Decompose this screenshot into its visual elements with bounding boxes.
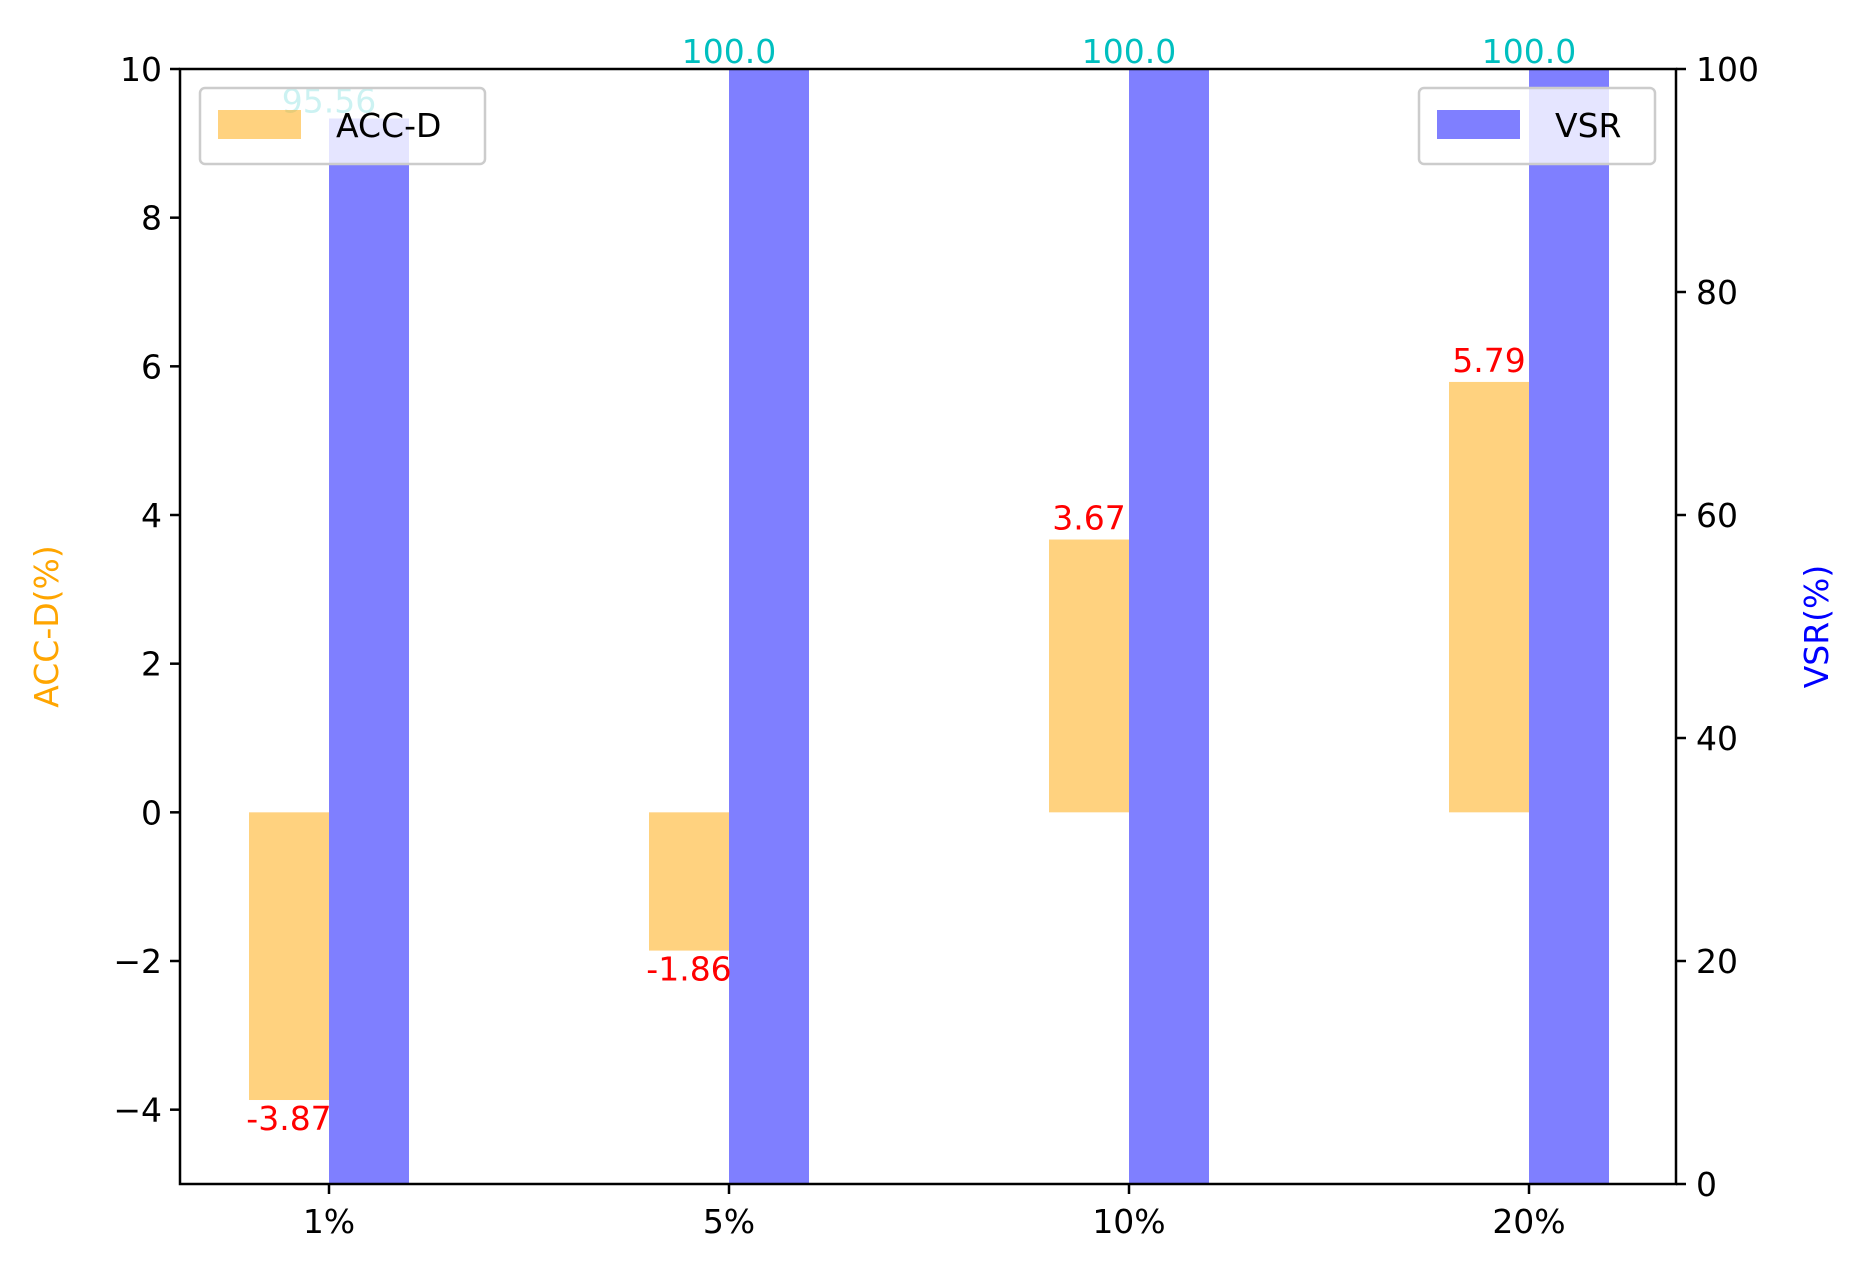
x-axis-ticks: 1% 5% 10% 20% [303,1184,1566,1241]
legend-vsr-frame [1417,86,1657,166]
right-tick-label: 60 [1696,496,1738,535]
left-tick-label: 0 [141,793,162,832]
vsr-data-label: 100.0 [682,32,776,71]
right-tick-label: 20 [1696,942,1738,981]
acc-d-bar [249,812,329,1101]
right-axis-title: VSR(%) [1797,565,1836,689]
acc-d-data-label: 3.67 [1052,499,1125,538]
left-axis-ticks: −4 −2 0 2 4 6 8 10 [113,50,180,1130]
left-tick-label: −4 [113,1091,162,1130]
acc-d-bar [1449,381,1529,813]
vsr-bars [329,69,1609,1185]
plot-frame [178,67,1678,1186]
left-tick-label: 10 [120,50,162,89]
right-tick-label: 0 [1696,1165,1717,1204]
legend-vsr: VSR [1417,86,1657,166]
legend-acc-d-swatch [218,110,301,139]
legend-vsr-label: VSR [1555,106,1621,145]
left-tick-label: 8 [141,199,162,238]
right-axis-ticks: 0 20 40 60 80 100 [1676,50,1759,1204]
x-tick-label: 1% [303,1202,355,1241]
acc-d-bars [249,381,1529,1101]
acc-d-data-label: -3.87 [246,1099,331,1138]
legend-acc-d-label: ACC-D [336,106,441,145]
legend-acc-d-frame [198,86,487,166]
vsr-bar [329,118,409,1185]
left-tick-label: 6 [141,347,162,386]
x-tick-label: 20% [1492,1202,1565,1241]
right-tick-label: 80 [1696,273,1738,312]
acc-d-data-label: 5.79 [1452,341,1525,380]
legend-vsr-swatch [1437,110,1520,139]
vsr-data-label: 100.0 [1082,32,1176,71]
left-tick-label: 4 [141,496,162,535]
vsr-data-label: 100.0 [1482,32,1576,71]
left-tick-label: −2 [113,942,162,981]
vsr-bar [1129,69,1209,1184]
x-tick-label: 5% [703,1202,755,1241]
acc-d-bar [649,812,729,951]
acc-d-data-labels: -3.87 -1.86 3.67 5.79 [246,341,1525,1138]
acc-d-data-label: -1.86 [646,950,731,989]
x-tick-label: 10% [1092,1202,1165,1241]
legend-acc-d: ACC-D [198,86,487,166]
right-tick-label: 40 [1696,719,1738,758]
left-tick-label: 2 [141,645,162,684]
left-axis-title: ACC-D(%) [27,545,66,708]
vsr-bar [729,69,809,1184]
vsr-bar [1529,69,1609,1184]
acc-d-bar [1049,539,1129,813]
right-tick-label: 100 [1696,50,1759,89]
